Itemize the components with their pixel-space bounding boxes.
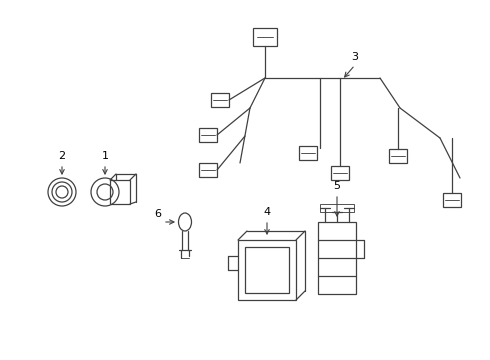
Bar	[299, 146, 317, 160]
Bar	[199, 163, 217, 177]
Bar	[253, 28, 277, 46]
Bar	[443, 193, 461, 207]
Text: 6: 6	[154, 209, 161, 219]
Text: 3: 3	[351, 52, 359, 62]
Text: 4: 4	[264, 207, 270, 217]
Text: 5: 5	[334, 181, 341, 191]
Bar	[331, 166, 349, 180]
Bar	[199, 128, 217, 142]
Bar	[320, 204, 354, 212]
Bar	[211, 93, 229, 107]
Bar	[245, 247, 289, 293]
Bar	[238, 240, 296, 300]
Bar	[318, 222, 356, 294]
Text: 2: 2	[58, 151, 66, 161]
Text: 1: 1	[101, 151, 108, 161]
Bar	[110, 180, 130, 204]
Bar	[389, 149, 407, 163]
